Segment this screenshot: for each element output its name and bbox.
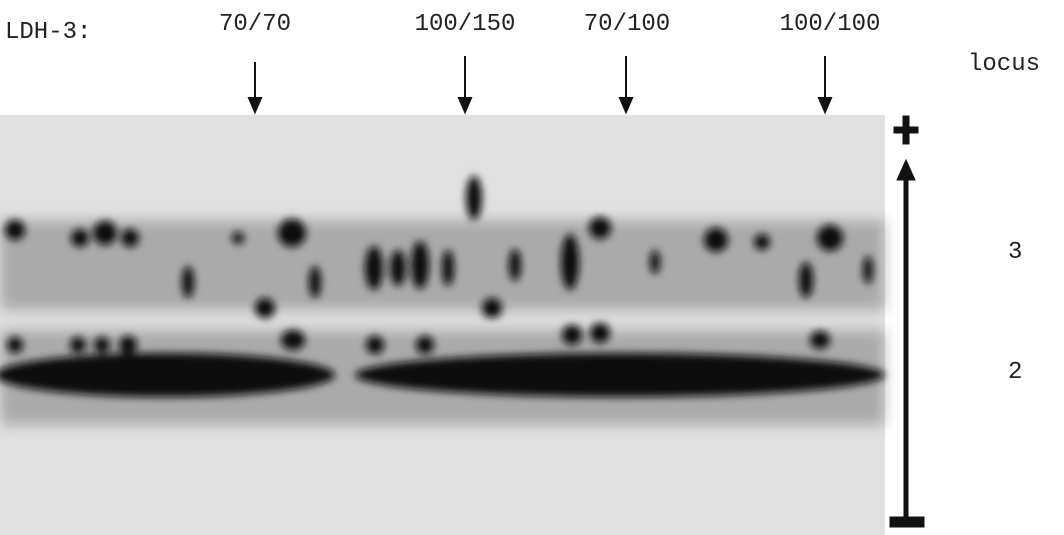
genotype-label: 100/100 [780, 11, 881, 38]
locus-title: locus [968, 51, 1040, 78]
locus-3-spots [5, 176, 873, 318]
genotype-label: 100/150 [415, 11, 516, 38]
locus-label: 2 [1008, 359, 1022, 386]
polarity-arrow [889, 115, 925, 528]
header-label: LDH-3: [5, 19, 91, 46]
lane-arrows [247, 56, 833, 115]
genotype-label: 70/100 [584, 11, 670, 38]
gel [0, 115, 885, 535]
locus-2-band [0, 323, 885, 397]
genotype-label: 70/70 [219, 11, 291, 38]
locus-label: 3 [1008, 239, 1022, 266]
